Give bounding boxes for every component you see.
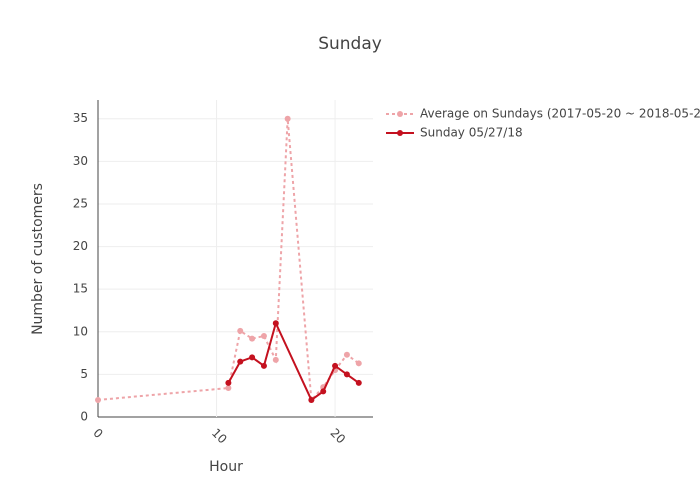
y-tick-label: 35	[73, 111, 88, 125]
point	[355, 360, 362, 367]
point	[225, 385, 232, 392]
y-tick-label: 20	[73, 239, 88, 253]
y-tick-label: 10	[73, 324, 88, 338]
y-tick-label: 0	[80, 410, 88, 424]
y-tick-label: 25	[73, 196, 88, 210]
legend-label: Average on Sundays (2017-05-20 ~ 2018-05…	[420, 107, 700, 121]
point	[95, 396, 101, 403]
point	[355, 379, 362, 386]
point	[272, 320, 279, 327]
point	[308, 396, 315, 403]
x-tick-label: 20	[327, 426, 348, 447]
point	[260, 362, 267, 369]
point	[284, 115, 291, 122]
legend-marker	[397, 130, 403, 136]
x-tick-label: 0	[90, 426, 105, 441]
y-tick-label: 5	[80, 367, 88, 381]
point	[272, 356, 279, 363]
series-line	[97, 118, 360, 403]
point	[320, 388, 327, 395]
y-tick-label: 15	[73, 282, 88, 296]
legend-label: Sunday 05/27/18	[420, 126, 523, 140]
series-line	[227, 320, 360, 402]
point	[343, 371, 350, 378]
legend-marker	[397, 111, 403, 117]
point	[249, 335, 256, 342]
y-axis-title: Number of customers	[30, 183, 46, 335]
point	[332, 362, 339, 369]
point	[237, 358, 244, 365]
chart-title: Sunday	[318, 34, 382, 54]
y-tick-label: 30	[73, 154, 88, 168]
x-axis-title: Hour	[209, 459, 243, 475]
point	[249, 354, 256, 361]
point	[260, 333, 267, 340]
point	[343, 351, 350, 358]
x-tick-label: 10	[209, 426, 230, 447]
point	[225, 379, 232, 386]
point	[237, 327, 244, 334]
